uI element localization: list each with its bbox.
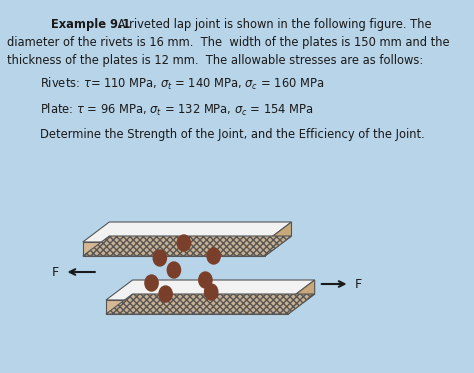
Text: Example 9.1: Example 9.1 [51, 18, 131, 31]
Polygon shape [106, 294, 315, 314]
Circle shape [199, 272, 212, 288]
Polygon shape [83, 222, 292, 242]
Polygon shape [288, 280, 315, 314]
Polygon shape [106, 280, 315, 300]
Circle shape [177, 235, 191, 251]
Polygon shape [83, 242, 265, 256]
Text: A riveted lap joint is shown in the following figure. The: A riveted lap joint is shown in the foll… [114, 18, 432, 31]
Text: Rivets: $\tau$= 110 MPa, $\sigma_t$ = 140 MPa, $\sigma_c$ = 160 MPa: Rivets: $\tau$= 110 MPa, $\sigma_t$ = 14… [40, 76, 324, 92]
Text: Determine the Strength of the Joint, and the Efficiency of the Joint.: Determine the Strength of the Joint, and… [40, 128, 425, 141]
Circle shape [153, 250, 166, 266]
Text: Plate: $\tau$ = 96 MPa, $\sigma_t$ = 132 MPa, $\sigma_c$ = 154 MPa: Plate: $\tau$ = 96 MPa, $\sigma_t$ = 132… [40, 102, 313, 118]
Polygon shape [265, 222, 292, 256]
Circle shape [167, 262, 181, 278]
Polygon shape [106, 300, 288, 314]
Text: F: F [355, 278, 362, 291]
Text: F: F [52, 266, 59, 279]
Polygon shape [83, 236, 292, 256]
Circle shape [159, 286, 172, 302]
Circle shape [207, 248, 220, 264]
Circle shape [145, 275, 158, 291]
Text: thickness of the plates is 12 mm.  The allowable stresses are as follows:: thickness of the plates is 12 mm. The al… [7, 54, 423, 67]
Text: diameter of the rivets is 16 mm.  The  width of the plates is 150 mm and the: diameter of the rivets is 16 mm. The wid… [7, 36, 449, 49]
Circle shape [205, 284, 218, 300]
